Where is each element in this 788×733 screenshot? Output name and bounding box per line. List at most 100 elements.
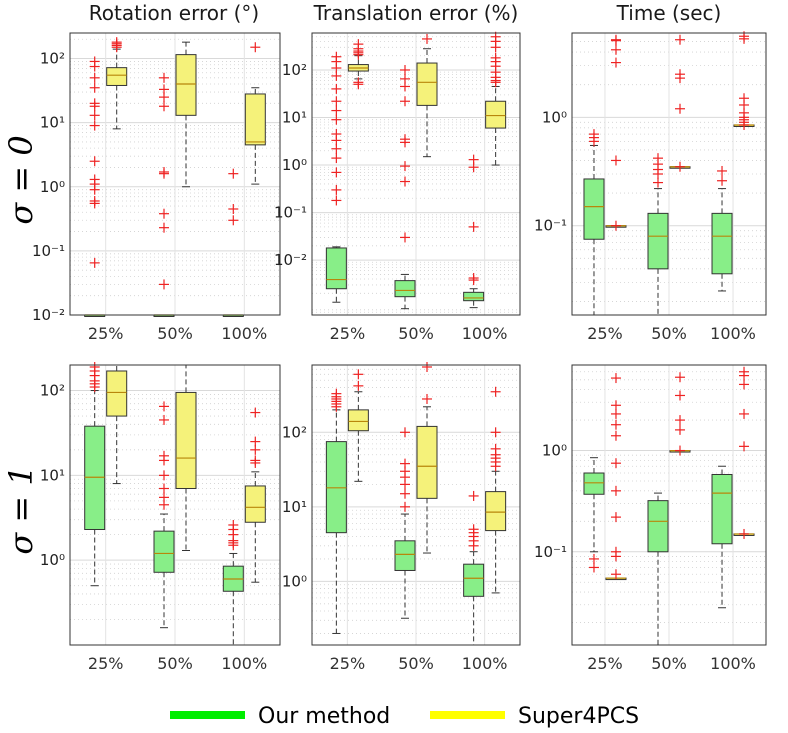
iqr-box [583,472,605,495]
y-tick-label: 10⁰ [282,156,307,174]
outlier-marker [610,430,621,441]
outlier-marker [675,161,685,172]
outlier-marker [675,372,685,383]
y-tick-label: 10¹ [282,109,307,127]
box-our-method-100pct [222,168,244,317]
row-label-sigma-1: σ = 1 [2,465,40,554]
outlier-marker [159,208,169,219]
outlier-marker [675,69,685,80]
outlier-marker [610,569,621,580]
box-our-method-25pct [325,51,347,303]
box-our-method-50pct [153,401,175,629]
y-tick-label: 10² [282,61,307,79]
outlier-marker [717,165,728,176]
outlier-marker [331,114,342,125]
outlier-marker [675,34,685,45]
outlier-marker [739,528,750,539]
legend-label-our-method: Our method [258,704,390,729]
x-tick-label: 25% [88,654,124,673]
box-super4pcs-50pct [416,33,438,158]
iqr-box [647,212,669,270]
outlier-marker [468,221,479,232]
outlier-marker [400,488,410,499]
outlier-marker [675,415,685,426]
box-super4pcs-50pct [175,41,197,188]
iqr-box [244,93,266,146]
box-our-method-50pct [647,153,669,316]
outlier-marker [331,143,342,154]
box-super4pcs-50pct [416,362,438,554]
outlier-marker [468,273,479,284]
outlier-marker [653,153,663,164]
x-tick-label: 100% [710,654,756,673]
outlier-marker [159,84,169,95]
iqr-box [711,473,733,545]
panel-r1-c2: 10⁻¹ 10⁰ 25% 50% 100% [534,364,767,673]
outlier-marker [400,232,410,243]
iqr-box [485,100,507,129]
box-super4pcs-100pct [485,31,507,166]
outlier-marker [400,96,410,107]
iqr-box [394,280,416,298]
iqr-box [711,212,733,275]
x-tick-label: 100% [462,324,508,343]
outlier-marker [400,501,410,512]
outlier-marker [400,458,410,469]
box-our-method-25pct [84,362,106,587]
panel-r0-c0: 10⁻² 10⁻¹ 10⁰ 10¹ 10² 25% 50% 100% [32,32,281,343]
outlier-marker [159,470,169,481]
y-tick-label: 10² [40,382,65,400]
iqr-box [647,500,669,553]
outlier-marker [353,380,364,391]
x-tick-label: 100% [221,324,267,343]
outlier-marker [228,168,239,179]
outlier-marker [331,167,342,178]
outlier-marker [89,174,100,185]
box-super4pcs-25pct [347,39,369,90]
outlier-marker [400,161,410,172]
outlier-marker [490,443,501,454]
outlier-marker [159,222,169,233]
box-our-method-100pct [711,165,733,292]
outlier-marker [89,156,100,167]
outlier-marker [89,110,100,121]
iqr-box [325,247,347,290]
box-super4pcs-25pct [106,37,128,130]
box-super4pcs-50pct [669,372,691,456]
panel-frame [571,364,767,646]
outlier-marker [159,166,169,177]
outlier-marker [588,562,599,573]
x-tick-label: 50% [398,654,434,673]
outlier-marker [250,42,261,53]
outlier-marker [610,458,621,469]
outlier-marker [610,546,621,557]
outlier-marker [159,72,169,83]
outlier-marker [468,490,479,501]
panel-frame [311,32,521,316]
outlier-marker [422,362,432,372]
box-our-method-50pct [394,427,416,619]
iqr-box [416,62,438,106]
outlier-marker [228,519,239,530]
x-tick-label: 50% [157,654,193,673]
x-tick-label: 50% [157,324,193,343]
x-tick-label: 25% [88,324,124,343]
panel-frame [311,364,521,646]
box-our-method-25pct [325,388,347,634]
outlier-marker [159,101,169,112]
x-tick-label: 100% [710,324,756,343]
outlier-marker [717,175,728,186]
outlier-marker [400,73,410,84]
iqr-box [394,540,416,571]
outlier-marker [739,93,750,104]
box-our-method-100pct [222,519,244,646]
outlier-marker [588,553,599,564]
box-our-method-100pct [463,490,485,646]
iqr-box [463,291,485,302]
outlier-marker [400,427,410,438]
outlier-marker [331,128,342,139]
iqr-box [175,391,197,489]
